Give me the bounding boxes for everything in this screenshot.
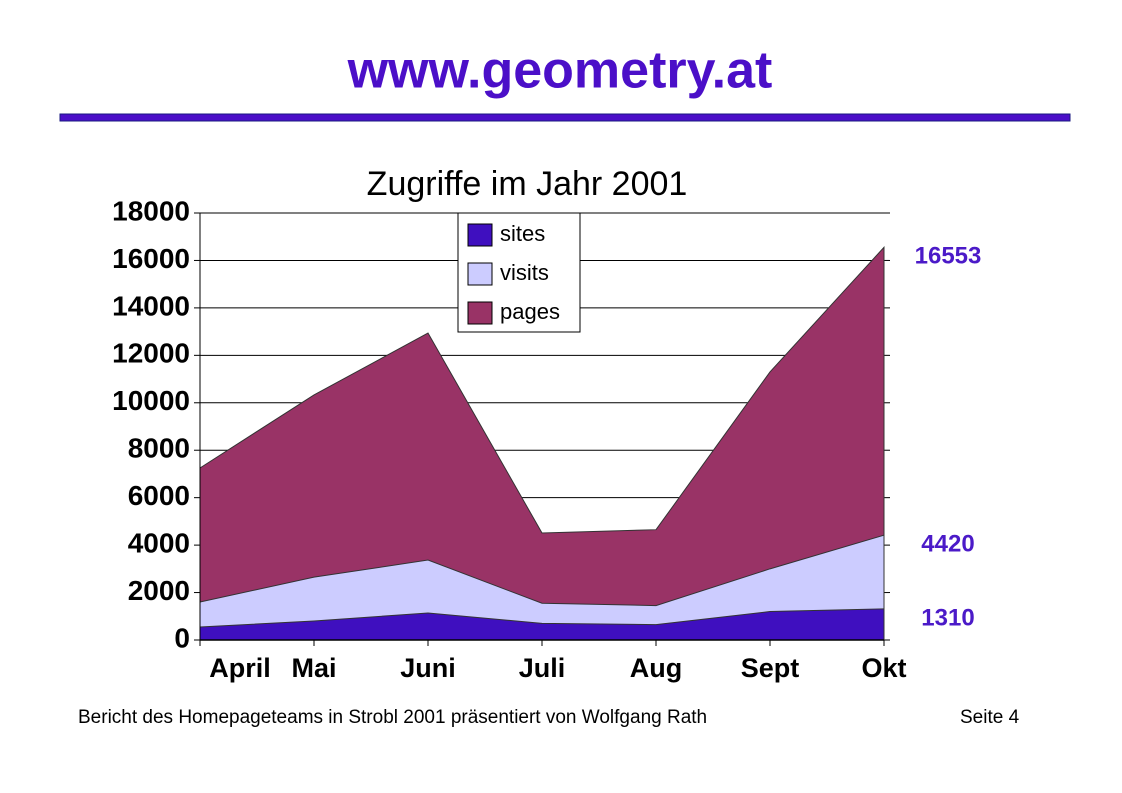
- legend-swatch: [467, 301, 493, 325]
- x-tick-label: Okt: [861, 653, 906, 683]
- x-tick-label: Juli: [519, 653, 566, 683]
- footer-text: Bericht des Homepageteams in Strobl 2001…: [78, 707, 707, 728]
- chart-title: Zugriffe im Jahr 2001: [367, 165, 688, 203]
- y-tick-label: 18000: [112, 195, 190, 226]
- y-tick-label: 14000: [112, 290, 190, 321]
- y-tick-label: 6000: [128, 480, 190, 511]
- x-tick-label: April: [209, 653, 271, 683]
- y-tick-label: 12000: [112, 338, 190, 369]
- y-tick-label: 10000: [112, 385, 190, 416]
- legend-label: pages: [500, 299, 560, 324]
- x-tick-label: Sept: [741, 653, 800, 683]
- page-number: Seite 4: [960, 707, 1020, 728]
- x-tick-label: Aug: [630, 653, 682, 683]
- y-tick-label: 4000: [128, 528, 190, 559]
- data-label: 16553: [915, 243, 982, 270]
- title-rule: [59, 113, 1071, 122]
- data-label: 4420: [921, 530, 974, 557]
- y-tick-label: 8000: [128, 433, 190, 464]
- slide-title: www.geometry.at: [347, 42, 773, 100]
- legend-swatch: [467, 223, 493, 247]
- legend-swatch: [467, 262, 493, 286]
- x-tick-label: Mai: [291, 653, 336, 683]
- legend-label: visits: [500, 260, 549, 285]
- x-tick-label: Juni: [400, 653, 456, 683]
- y-tick-label: 16000: [112, 243, 190, 274]
- y-tick-label: 2000: [128, 575, 190, 606]
- y-tick-label: 0: [174, 622, 190, 653]
- legend-label: sites: [500, 221, 545, 246]
- data-label: 1310: [921, 604, 974, 631]
